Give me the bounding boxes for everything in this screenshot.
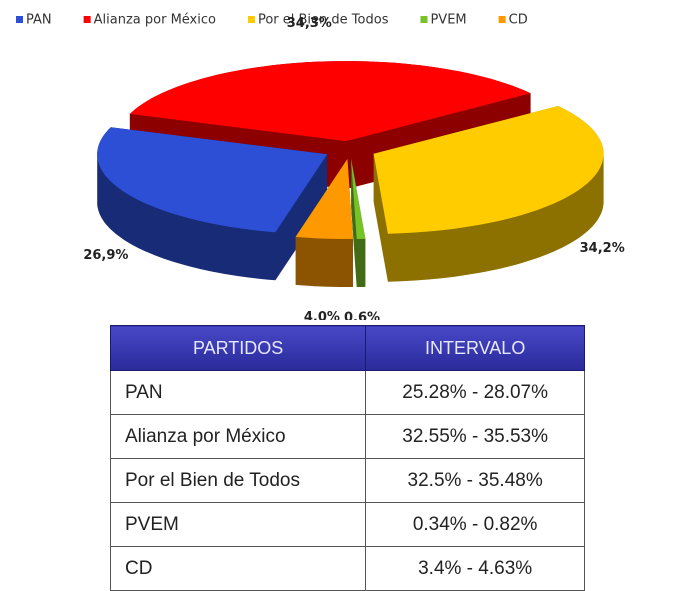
legend-label: Por el Bien de Todos: [258, 13, 389, 28]
legend-swatch: [498, 16, 506, 23]
legend-swatch: [420, 16, 428, 23]
interval-table: PARTIDOS INTERVALO PAN 25.28% - 28.07% Ali…: [109, 325, 585, 591]
table-cell: 32.55% - 35.53%: [365, 414, 585, 459]
header-row: PARTIDOS INTERVALO: [109, 325, 585, 371]
table-cell: PVEM: [109, 502, 367, 547]
table-cell: 32.5% - 35.48%: [365, 458, 585, 503]
pie-slice: [351, 159, 366, 287]
legend-swatch: [83, 16, 91, 23]
table-cell: 3.4% - 4.63%: [365, 546, 585, 591]
slice-top: [129, 61, 531, 142]
legend-swatch: [16, 16, 23, 23]
header-cell: PARTIDOS: [109, 325, 367, 371]
table-cell: CD: [109, 546, 367, 591]
chart: PAN Alianza por México Por el Bien de Todo…: [16, 13, 625, 320]
value-label: 26,9%: [83, 248, 128, 263]
value-label: 34,2%: [580, 241, 625, 256]
table-cell: 0.34% - 0.82%: [365, 502, 585, 547]
value-label: 34,3%: [287, 16, 332, 31]
table-cell: Alianza por México: [109, 414, 367, 459]
header-cell: INTERVALO: [365, 325, 585, 371]
slice-top: [295, 159, 353, 239]
legend-label: CD: [509, 13, 528, 28]
pie-slice: [97, 127, 328, 281]
legend-label: Alianza por México: [94, 13, 216, 28]
table-row: Alianza por México 32.55% - 35.53%: [109, 414, 585, 459]
table-row: CD 3.4% - 4.63%: [109, 546, 585, 591]
slice-top: [351, 159, 366, 239]
table-row: PVEM 0.34% - 0.82%: [109, 502, 585, 547]
legend-swatch: [247, 16, 255, 23]
table-row: Por el Bien de Todos 32.5% - 35.48%: [109, 458, 585, 503]
table-body: PAN 25.28% - 28.07% Alianza por México 32.5…: [109, 370, 585, 591]
table-cell: PAN: [109, 370, 367, 415]
value-label: 4,0%: [304, 310, 340, 320]
slice-top: [373, 106, 604, 234]
table-cell: Por el Bien de Todos: [109, 458, 367, 503]
pie-slice: [295, 159, 353, 287]
slice-top: [97, 127, 328, 233]
legend-label: PAN: [26, 13, 52, 28]
pie-slice: [373, 106, 604, 282]
legend-label: PVEM: [430, 13, 466, 28]
table-row: PAN 25.28% - 28.07%: [109, 370, 585, 415]
table-cell: 25.28% - 28.07%: [365, 370, 585, 415]
value-label: 0,6%: [344, 310, 380, 320]
